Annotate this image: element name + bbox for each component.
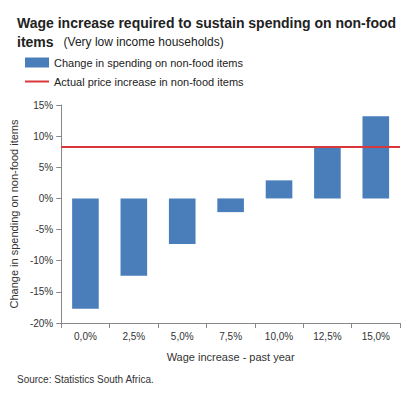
svg-text:Actual price increase in non-f: Actual price increase in non-food items — [54, 76, 244, 88]
svg-text:Wage increase required to sust: Wage increase required to sustain spendi… — [17, 15, 400, 31]
svg-text:7,5%: 7,5% — [219, 331, 242, 342]
svg-text:10%: 10% — [33, 131, 53, 142]
svg-text:Wage increase - past year: Wage increase - past year — [167, 351, 295, 363]
svg-text:-5%: -5% — [35, 224, 53, 235]
svg-text:5%: 5% — [39, 162, 54, 173]
svg-text:15%: 15% — [33, 100, 53, 111]
svg-text:5,0%: 5,0% — [171, 331, 194, 342]
svg-text:-20%: -20% — [30, 318, 53, 329]
svg-text:Source: Statistics South Afric: Source: Statistics South Africa. — [17, 374, 154, 385]
svg-text:-10%: -10% — [30, 255, 53, 266]
svg-text:items: items — [17, 34, 54, 50]
svg-text:10,0%: 10,0% — [265, 331, 293, 342]
svg-text:0%: 0% — [39, 193, 54, 204]
svg-text:12,5%: 12,5% — [313, 331, 341, 342]
svg-text:(Very low income households): (Very low income households) — [64, 35, 224, 49]
svg-text:0,0%: 0,0% — [74, 331, 97, 342]
svg-text:2,5%: 2,5% — [122, 331, 145, 342]
svg-text:Change in spending on non-food: Change in spending on non-food items — [8, 119, 20, 308]
svg-text:-15%: -15% — [30, 286, 53, 297]
svg-text:15,0%: 15,0% — [362, 331, 390, 342]
svg-text:Change in spending on non-food: Change in spending on non-food items — [54, 57, 243, 69]
